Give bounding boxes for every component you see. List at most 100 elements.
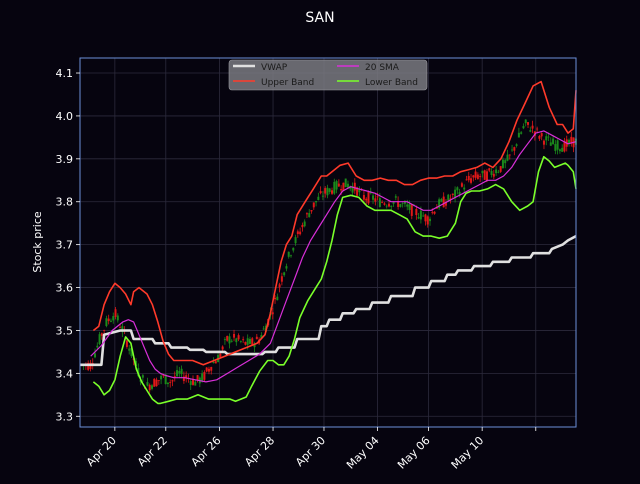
candle-body — [483, 170, 486, 180]
candle-body — [189, 381, 192, 385]
y-tick-label: 3.7 — [56, 239, 74, 252]
candle-body — [511, 149, 514, 151]
candle-body — [556, 140, 559, 150]
candle-body — [524, 119, 527, 124]
candle-body — [410, 204, 413, 216]
candle-body — [387, 203, 390, 207]
candle-body — [481, 170, 484, 174]
series-line — [80, 234, 577, 367]
candle-body — [148, 384, 151, 391]
candle-body — [515, 144, 518, 146]
candle-body — [508, 154, 511, 156]
candle-body — [381, 202, 384, 203]
candle-body — [397, 201, 400, 207]
candle-body — [98, 334, 101, 344]
candle-body — [367, 192, 370, 204]
legend-box — [228, 59, 428, 91]
candle-body — [424, 214, 427, 222]
y-tick-label: 3.3 — [56, 410, 74, 423]
candle-body — [125, 340, 128, 347]
candle-body — [251, 338, 254, 345]
candle-body — [545, 136, 548, 141]
candle-body — [255, 336, 258, 340]
legend-label: Lower Band — [365, 78, 418, 88]
candle-body — [299, 231, 302, 235]
candle-body — [383, 203, 386, 205]
candle-body — [337, 183, 340, 187]
legend-label: Upper Band — [261, 78, 314, 88]
candle-body — [531, 125, 534, 129]
candle-body — [169, 382, 172, 383]
candle-body — [390, 205, 393, 207]
candle-body — [563, 141, 566, 152]
candle-body — [164, 374, 167, 385]
candle-body — [109, 320, 112, 322]
candle-body — [223, 339, 226, 340]
candle-body — [166, 382, 169, 384]
candle-body — [456, 187, 459, 191]
candle-body — [558, 149, 561, 152]
candle-body — [155, 379, 158, 387]
candle-body — [121, 326, 124, 333]
candle-body — [103, 330, 106, 331]
candle-body — [214, 361, 217, 364]
series-line — [92, 80, 577, 366]
candle-body — [490, 170, 493, 175]
candle-body — [237, 335, 240, 340]
candle-body — [538, 136, 541, 139]
candle-body — [442, 196, 445, 208]
candle-body — [178, 371, 181, 374]
candle-body — [504, 160, 507, 164]
candle-body — [549, 142, 552, 146]
candle-body — [285, 266, 288, 269]
candle-body — [182, 376, 185, 381]
candle-body — [419, 210, 422, 220]
candle-body — [276, 296, 279, 301]
candle-body — [280, 276, 283, 282]
candle-body — [160, 375, 163, 380]
candle-body — [162, 375, 165, 377]
candle-body — [561, 147, 564, 152]
candle-body — [362, 195, 365, 200]
candle-body — [333, 181, 336, 194]
candle-body — [107, 318, 110, 322]
candle-body — [239, 341, 242, 342]
candle-body — [431, 212, 434, 214]
candle-body — [326, 187, 329, 196]
candle-body — [290, 255, 293, 257]
candle-body — [440, 198, 443, 202]
candle-body — [356, 187, 359, 196]
candle-body — [438, 199, 441, 208]
grid-layer — [80, 58, 576, 427]
candle-body — [221, 346, 224, 350]
candle-body — [242, 339, 245, 341]
candle-body — [192, 378, 195, 385]
candle-body — [492, 173, 495, 177]
candle-body — [517, 132, 520, 138]
candle-body — [351, 186, 354, 193]
candle-body — [552, 138, 555, 145]
candle-body — [522, 126, 525, 129]
candle-body — [568, 139, 571, 144]
candle-body — [529, 130, 532, 132]
candle-body — [520, 132, 523, 134]
candle-body — [212, 361, 215, 364]
y-tick-label: 3.5 — [56, 324, 74, 337]
candle-body — [116, 315, 119, 321]
candle-body — [260, 335, 263, 339]
candle-body — [454, 189, 457, 198]
candle-body — [394, 196, 397, 198]
candle-body — [180, 368, 183, 375]
candle-body — [460, 183, 463, 187]
candle-body — [485, 171, 488, 181]
candle-body — [408, 204, 411, 210]
candle-body — [94, 353, 97, 358]
candle-body — [488, 168, 491, 171]
legend-label: VWAP — [261, 63, 288, 73]
candle-body — [536, 128, 539, 130]
candle-body — [301, 224, 304, 228]
series-line — [90, 130, 577, 383]
candle-body — [479, 176, 482, 178]
candle-body — [392, 201, 395, 204]
candle-body — [331, 190, 334, 194]
